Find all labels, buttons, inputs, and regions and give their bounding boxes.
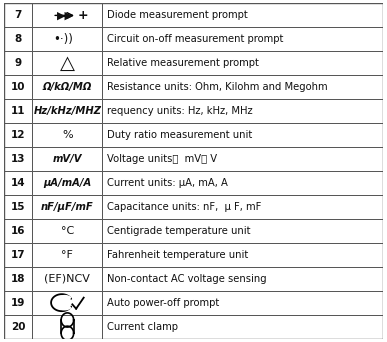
Bar: [103, 267, 383, 291]
Bar: [32, 195, 103, 219]
Text: 15: 15: [11, 202, 25, 212]
Text: %: %: [62, 130, 73, 140]
Bar: [103, 315, 383, 339]
Text: •·)): •·)): [54, 33, 74, 46]
Text: 12: 12: [11, 130, 25, 140]
Bar: [103, 75, 383, 99]
Text: mV/V: mV/V: [53, 154, 82, 164]
Text: Resistance units: Ohm, Kilohm and Megohm: Resistance units: Ohm, Kilohm and Megohm: [107, 82, 328, 92]
Text: requency units: Hz, kHz, MHz: requency units: Hz, kHz, MHz: [107, 106, 253, 116]
Text: Voltage units：  mV， V: Voltage units： mV， V: [107, 154, 217, 164]
Bar: [103, 3, 383, 27]
Text: 16: 16: [11, 226, 25, 236]
Text: 7: 7: [14, 10, 22, 21]
Text: 14: 14: [11, 178, 26, 188]
Text: μA/mA/A: μA/mA/A: [43, 178, 91, 188]
Bar: [103, 219, 383, 243]
Text: Centigrade temperature unit: Centigrade temperature unit: [107, 226, 250, 236]
Bar: [32, 219, 103, 243]
Bar: [4, 75, 32, 99]
Text: 20: 20: [11, 321, 25, 332]
Bar: [32, 267, 103, 291]
Bar: [4, 267, 32, 291]
Text: ▶▶: ▶▶: [57, 10, 74, 21]
Text: °C: °C: [61, 226, 74, 236]
Bar: [32, 291, 103, 315]
Bar: [4, 123, 32, 147]
Bar: [32, 171, 103, 195]
Text: Fahrenheit temperature unit: Fahrenheit temperature unit: [107, 250, 248, 260]
Bar: [32, 75, 103, 99]
Text: Current units: μA, mA, A: Current units: μA, mA, A: [107, 178, 228, 188]
Bar: [103, 27, 383, 51]
Text: 13: 13: [11, 154, 25, 164]
Text: +: +: [77, 9, 88, 22]
Bar: [32, 123, 103, 147]
Text: △: △: [60, 54, 75, 73]
Bar: [4, 99, 32, 123]
Text: Auto power-off prompt: Auto power-off prompt: [107, 298, 219, 308]
Text: Capacitance units: nF,  μ F, mF: Capacitance units: nF, μ F, mF: [107, 202, 261, 212]
Text: (EF)NCV: (EF)NCV: [45, 274, 90, 284]
Bar: [103, 243, 383, 267]
Text: °F: °F: [62, 250, 73, 260]
Text: Non-contact AC voltage sensing: Non-contact AC voltage sensing: [107, 274, 267, 284]
Bar: [103, 195, 383, 219]
Text: 11: 11: [11, 106, 25, 116]
Bar: [4, 147, 32, 171]
Bar: [4, 195, 32, 219]
Bar: [103, 291, 383, 315]
Bar: [4, 27, 32, 51]
Text: Ω/kΩ/MΩ: Ω/kΩ/MΩ: [43, 82, 92, 92]
Bar: [32, 51, 103, 75]
Bar: [4, 219, 32, 243]
Bar: [4, 291, 32, 315]
Bar: [32, 147, 103, 171]
Bar: [103, 123, 383, 147]
Text: Diode measurement prompt: Diode measurement prompt: [107, 10, 248, 21]
Bar: [4, 3, 32, 27]
Text: 8: 8: [14, 34, 22, 44]
Bar: [4, 51, 32, 75]
Bar: [4, 315, 32, 339]
Bar: [32, 315, 103, 339]
Text: 18: 18: [11, 274, 25, 284]
Bar: [32, 27, 103, 51]
Bar: [32, 3, 103, 27]
Text: 10: 10: [11, 82, 25, 92]
Bar: [32, 243, 103, 267]
Bar: [4, 243, 32, 267]
Text: nF/μF/mF: nF/μF/mF: [41, 202, 94, 212]
Text: Relative measurement prompt: Relative measurement prompt: [107, 58, 259, 68]
Text: 9: 9: [15, 58, 22, 68]
Bar: [103, 99, 383, 123]
Text: 17: 17: [11, 250, 26, 260]
Text: 19: 19: [11, 298, 25, 308]
Text: Circuit on-off measurement prompt: Circuit on-off measurement prompt: [107, 34, 283, 44]
Bar: [4, 171, 32, 195]
Text: Hz/kHz/MHZ: Hz/kHz/MHZ: [33, 106, 101, 116]
Bar: [103, 147, 383, 171]
Text: Duty ratio measurement unit: Duty ratio measurement unit: [107, 130, 252, 140]
Bar: [32, 99, 103, 123]
Bar: [103, 171, 383, 195]
Bar: [103, 51, 383, 75]
Text: Current clamp: Current clamp: [107, 321, 178, 332]
